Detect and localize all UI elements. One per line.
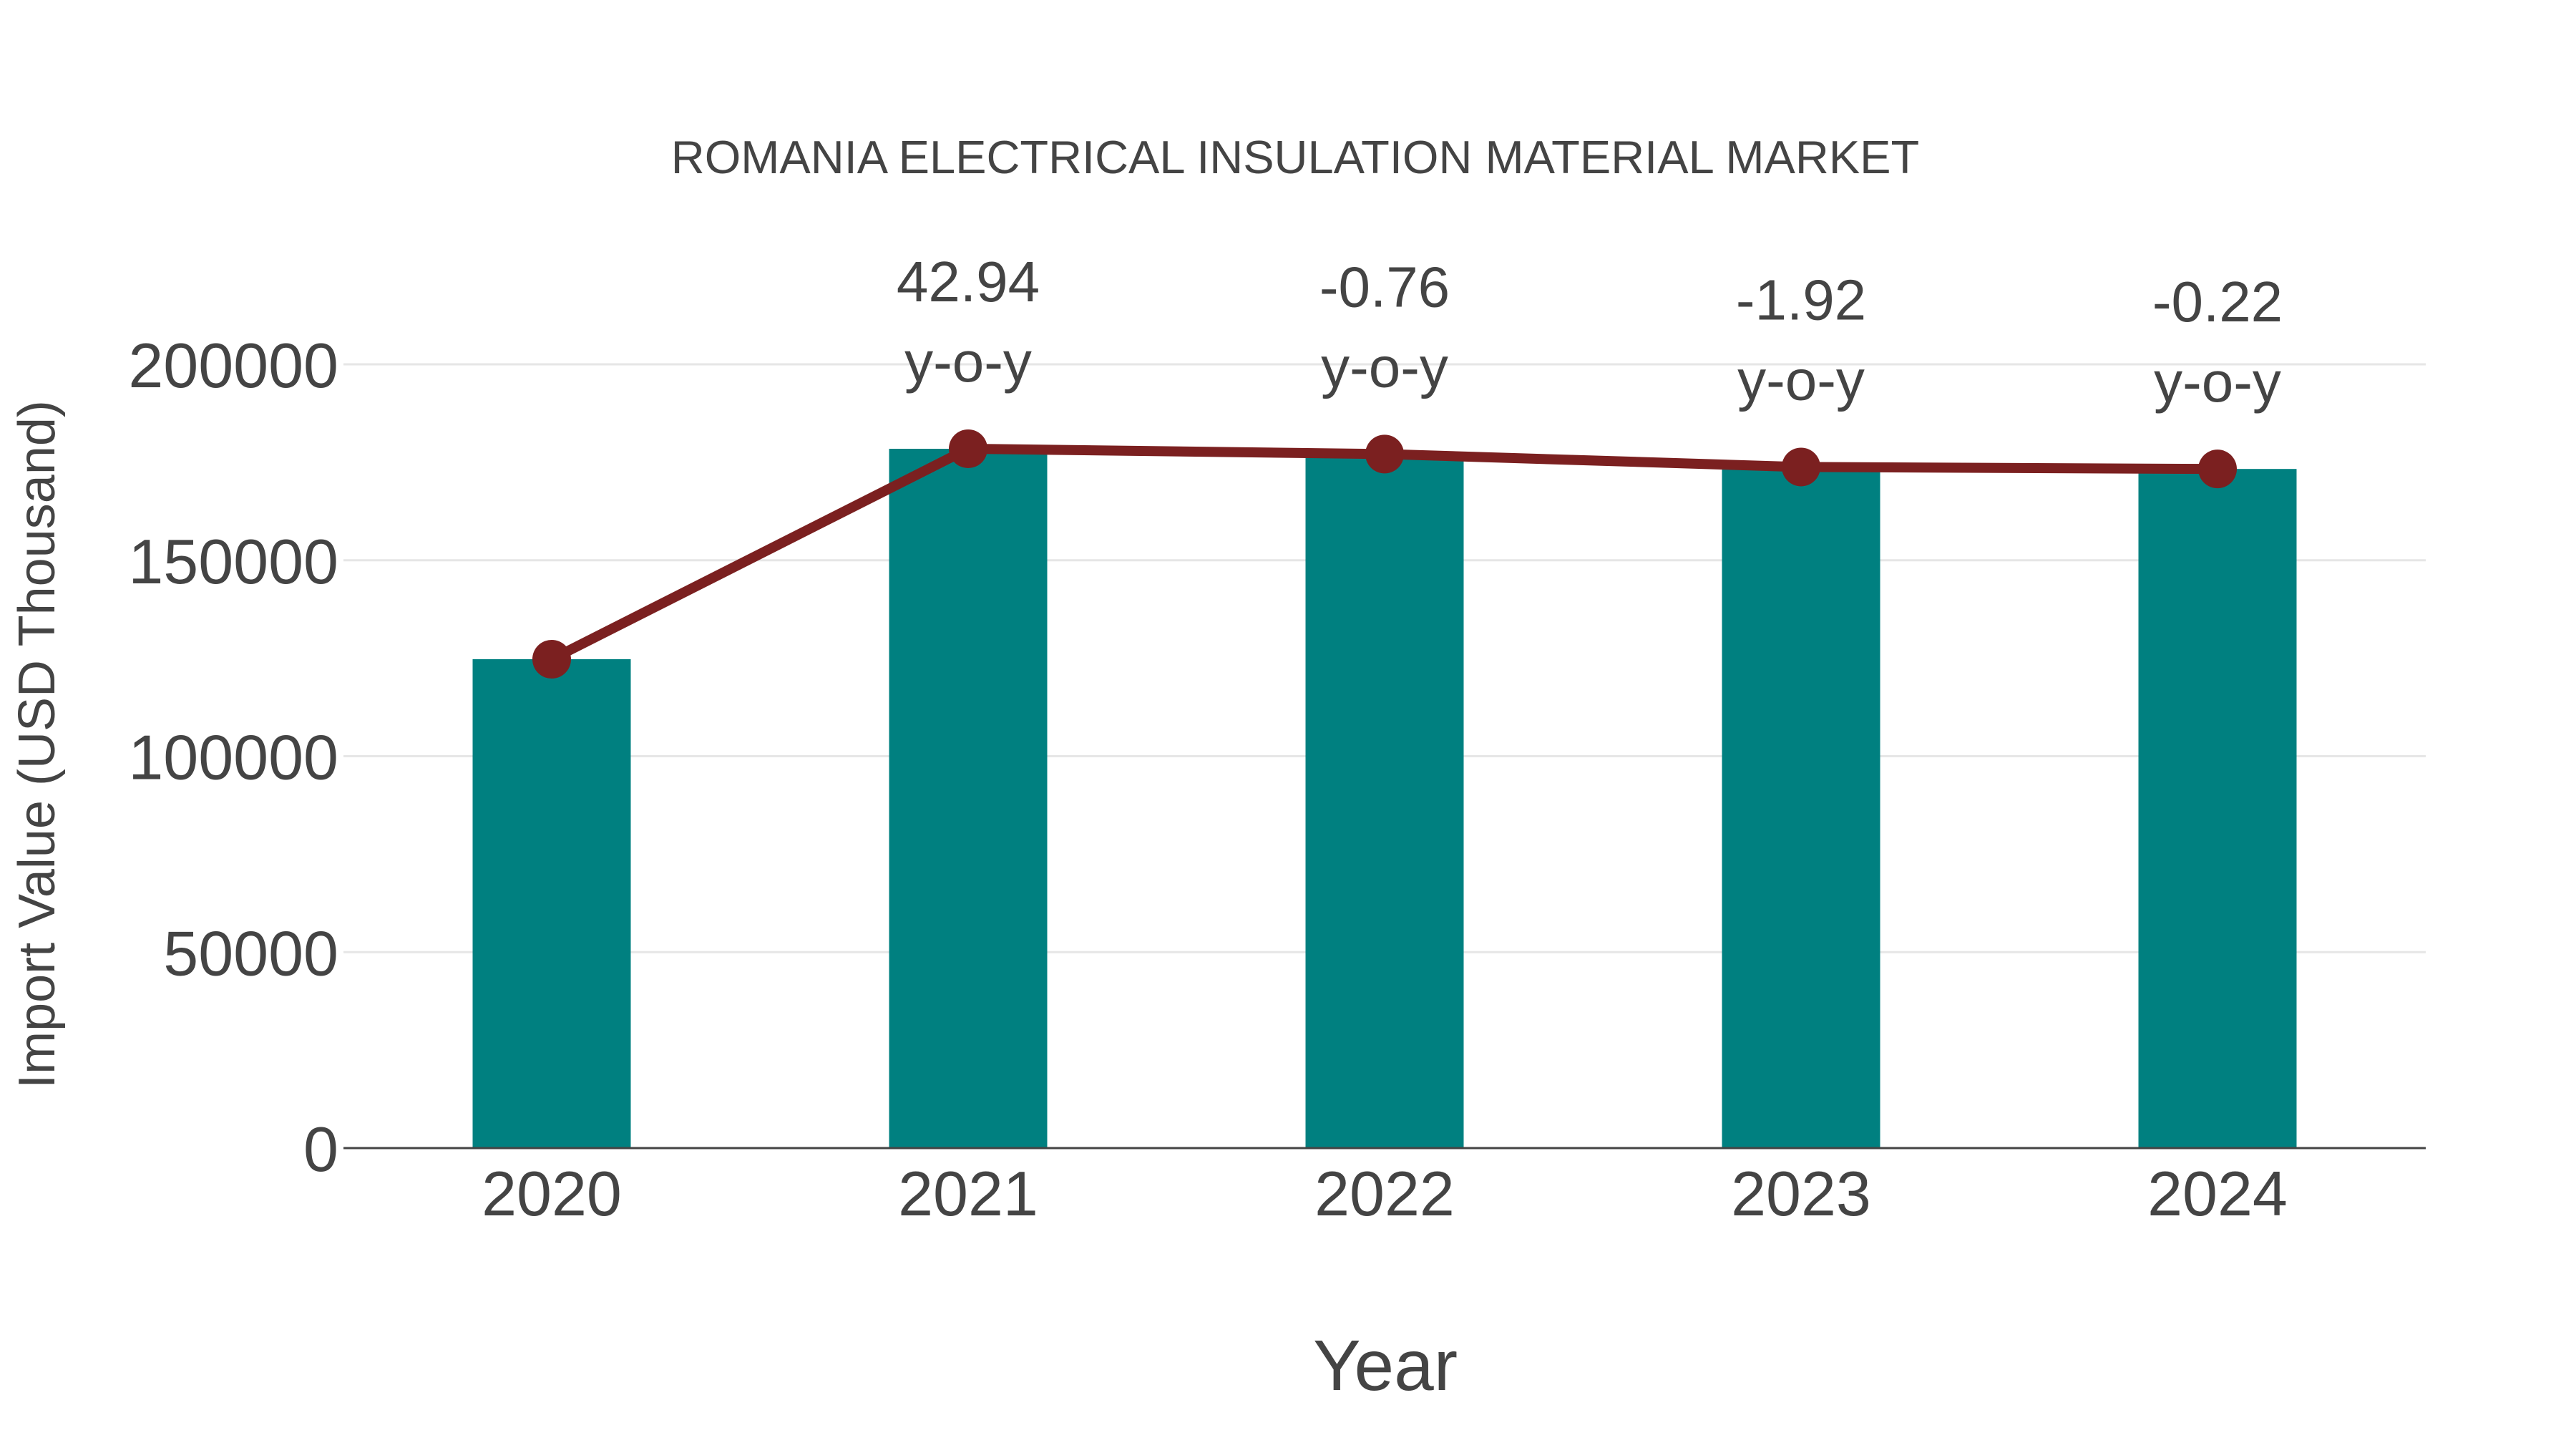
bar-2022[interactable]: [1305, 454, 1464, 1148]
marker-2022[interactable]: [1365, 434, 1404, 474]
x-tick-label: 2022: [1314, 1158, 1455, 1229]
bar-2024[interactable]: [2138, 469, 2297, 1148]
y-tick-label: 0: [303, 1114, 338, 1185]
y-axis-title: Import Value (USD Thousand): [9, 400, 66, 1089]
x-tick-label: 2021: [898, 1158, 1038, 1229]
yoy-value-label: -0.76: [1319, 255, 1450, 319]
y-tick-label: 150000: [128, 526, 338, 597]
yoy-suffix-label: y-o-y: [904, 330, 1032, 394]
yoy-value-label: -0.22: [2152, 270, 2283, 334]
y-axis-ticks: 0 50000 100000 150000 200000: [128, 330, 338, 1185]
trend-markers: [532, 429, 2237, 679]
yoy-value-label: 42.94: [897, 250, 1040, 314]
yoy-suffix-label: y-o-y: [1321, 335, 1448, 399]
marker-2021[interactable]: [949, 429, 987, 468]
chart-title: ROMANIA ELECTRICAL INSULATION MATERIAL M…: [671, 131, 1919, 183]
x-axis-title: Year: [1313, 1326, 1458, 1406]
x-tick-label: 2023: [1731, 1158, 1871, 1229]
marker-2023[interactable]: [1782, 447, 1820, 487]
marker-2020[interactable]: [532, 639, 571, 679]
y-tick-label: 200000: [128, 330, 338, 401]
x-tick-label: 2024: [2147, 1158, 2288, 1229]
yoy-value-label: -1.92: [1736, 268, 1866, 331]
yoy-suffix-label: y-o-y: [2154, 350, 2281, 414]
y-tick-label: 50000: [163, 918, 338, 988]
x-tick-label: 2020: [482, 1158, 622, 1229]
bar-2020[interactable]: [472, 659, 631, 1148]
bar-2023[interactable]: [1722, 467, 1880, 1148]
bar-2021[interactable]: [889, 448, 1048, 1148]
yoy-annotations: 42.94 y-o-y -0.76 y-o-y -1.92 y-o-y -0.22 y-o-y: [897, 250, 2283, 414]
bars: [472, 448, 2297, 1148]
marker-2024[interactable]: [2198, 449, 2237, 489]
y-tick-label: 100000: [128, 722, 338, 793]
x-axis-ticks: 2020 2021 2022 2023 2024: [482, 1158, 2288, 1229]
yoy-suffix-label: y-o-y: [1737, 348, 1865, 412]
